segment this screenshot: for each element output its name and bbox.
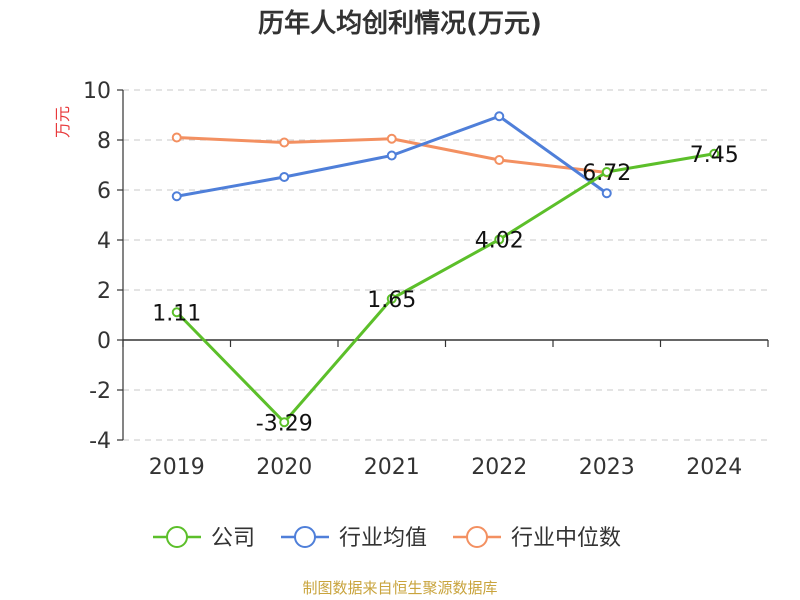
- y-axis-label: 万元: [53, 106, 72, 138]
- series-line: [175, 152, 715, 424]
- data-label: 1.65: [367, 288, 416, 313]
- x-tick-label: 2022: [471, 455, 527, 480]
- chart-title: 历年人均创利情况(万元): [258, 8, 542, 39]
- data-point: [386, 150, 397, 161]
- y-tick-label: 4: [97, 229, 111, 254]
- data-point: [709, 148, 720, 159]
- legend-item: 公司: [153, 526, 255, 551]
- grid-lines: [123, 89, 768, 441]
- y-tick-label: 10: [83, 79, 111, 104]
- data-point: [279, 172, 290, 182]
- y-tick-label: -4: [89, 429, 111, 454]
- legend-swatch-marker: [294, 526, 316, 548]
- data-label: 7.45: [690, 143, 739, 168]
- data-point: [171, 307, 182, 318]
- legend-label: 公司: [211, 526, 255, 551]
- data-label: -3.29: [256, 411, 313, 436]
- legend-label: 行业均值: [339, 526, 427, 551]
- x-tick-label: 2021: [364, 455, 420, 480]
- data-source-note: 制图数据来自恒生聚源数据库: [302, 579, 497, 597]
- data-label: 4.02: [475, 229, 524, 254]
- axes: -4 -2 0 2 4 6 8 10 2019 2020 2021 2022 2023 2024: [83, 79, 769, 480]
- y-tick-label: 2: [97, 279, 111, 304]
- data-labels: 1.11 -3.29 1.65 4.02 6.72 7.45: [152, 143, 738, 437]
- data-point: [279, 417, 290, 428]
- legend-swatch-marker: [466, 526, 488, 548]
- data-label: 1.11: [152, 301, 201, 326]
- data-point: [171, 191, 182, 202]
- y-tick-label: 0: [97, 329, 111, 354]
- legend: 公司 行业均值 行业中位数: [153, 526, 621, 551]
- x-tick-label: 2024: [686, 455, 742, 480]
- data-point: [601, 167, 612, 177]
- data-point: [494, 234, 505, 245]
- y-tick-label: 6: [97, 179, 111, 204]
- x-tick-label: 2023: [579, 455, 635, 480]
- data-point: [171, 132, 182, 143]
- data-point: [494, 155, 505, 165]
- data-point: [386, 293, 397, 304]
- series-lines: [171, 111, 720, 428]
- y-tick-label: 8: [97, 129, 111, 154]
- data-label: 6.72: [582, 161, 631, 186]
- legend-item: 行业均值: [281, 526, 427, 551]
- x-tick-label: 2019: [149, 455, 205, 480]
- legend-label: 行业中位数: [511, 526, 621, 551]
- x-tick-label: 2020: [256, 455, 312, 480]
- data-point: [494, 111, 505, 122]
- data-point: [279, 137, 290, 148]
- legend-swatch-marker: [166, 526, 188, 548]
- legend-item: 行业中位数: [453, 526, 621, 551]
- data-point: [601, 188, 612, 199]
- data-point: [386, 133, 397, 144]
- y-tick-label: -2: [89, 379, 111, 404]
